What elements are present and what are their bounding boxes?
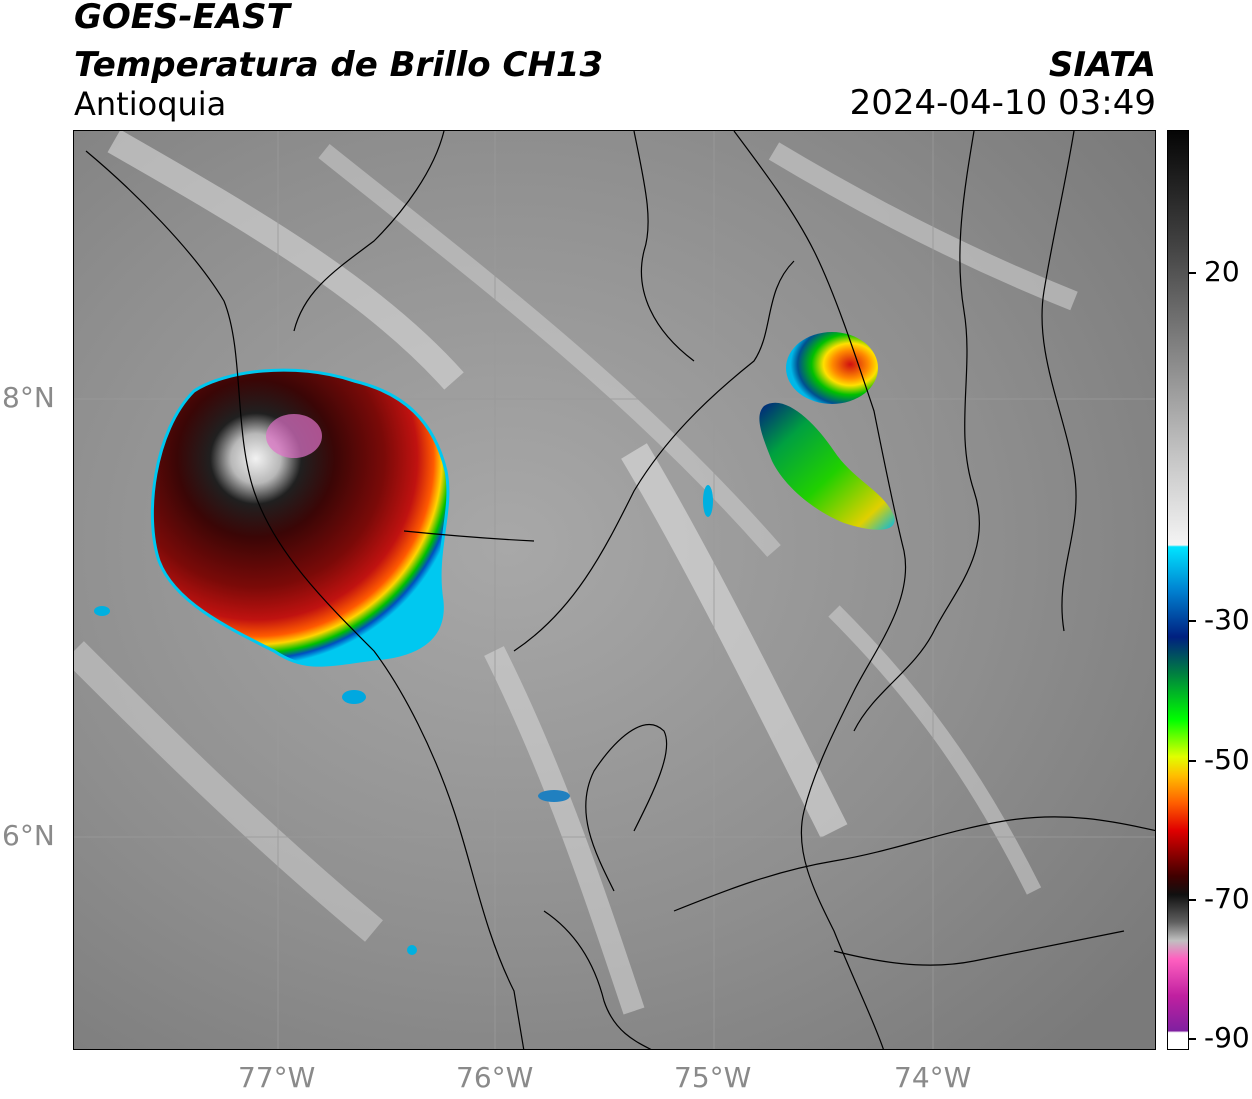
colorbar-tick [1189,620,1196,622]
temperature-colorbar [1167,130,1189,1050]
cloud-streaks [74,131,1078,1015]
colorbar-label: -30 [1204,603,1250,636]
colorbar-gradient [1168,131,1188,1049]
product-title: Temperatura de Brillo CH13 [74,45,604,85]
colorbar-label: -90 [1204,1021,1250,1054]
lon-tick-label: 77°W [238,1061,316,1094]
lon-tick-label: 76°W [456,1061,534,1094]
colorbar-tick [1189,1038,1196,1040]
cold-spot-3 [407,945,417,955]
colorbar-tick [1189,760,1196,762]
colorbar-tick [1189,899,1196,901]
convective-cell-east [759,402,895,530]
gridlines [74,131,1155,1049]
cold-spot-2 [94,606,110,616]
region-title: Antioquia [74,85,227,123]
cold-spot-1 [538,790,570,802]
map-canvas [74,131,1155,1049]
cold-spot-4 [703,485,713,517]
satellite-map[interactable] [73,130,1156,1050]
convective-storm-main [150,368,450,667]
colorbar-label: -70 [1204,882,1250,915]
datetime-label: 2024-04-10 03:49 [849,83,1156,123]
lon-tick-label: 75°W [674,1061,752,1094]
convective-cell-north [786,332,878,404]
colorbar-label: 20 [1204,255,1240,288]
satellite-title: GOES-EAST [74,0,290,37]
lat-tick-label: 6°N [2,819,55,852]
lat-tick-label: 8°N [2,381,55,414]
colorbar-label: -50 [1204,743,1250,776]
admin-boundaries [85,131,1155,1049]
cold-spot-5 [342,690,366,704]
agency-label: SIATA [1048,45,1156,85]
colorbar-tick [1189,272,1196,274]
lon-tick-label: 74°W [894,1061,972,1094]
overshooting-top [266,414,322,458]
